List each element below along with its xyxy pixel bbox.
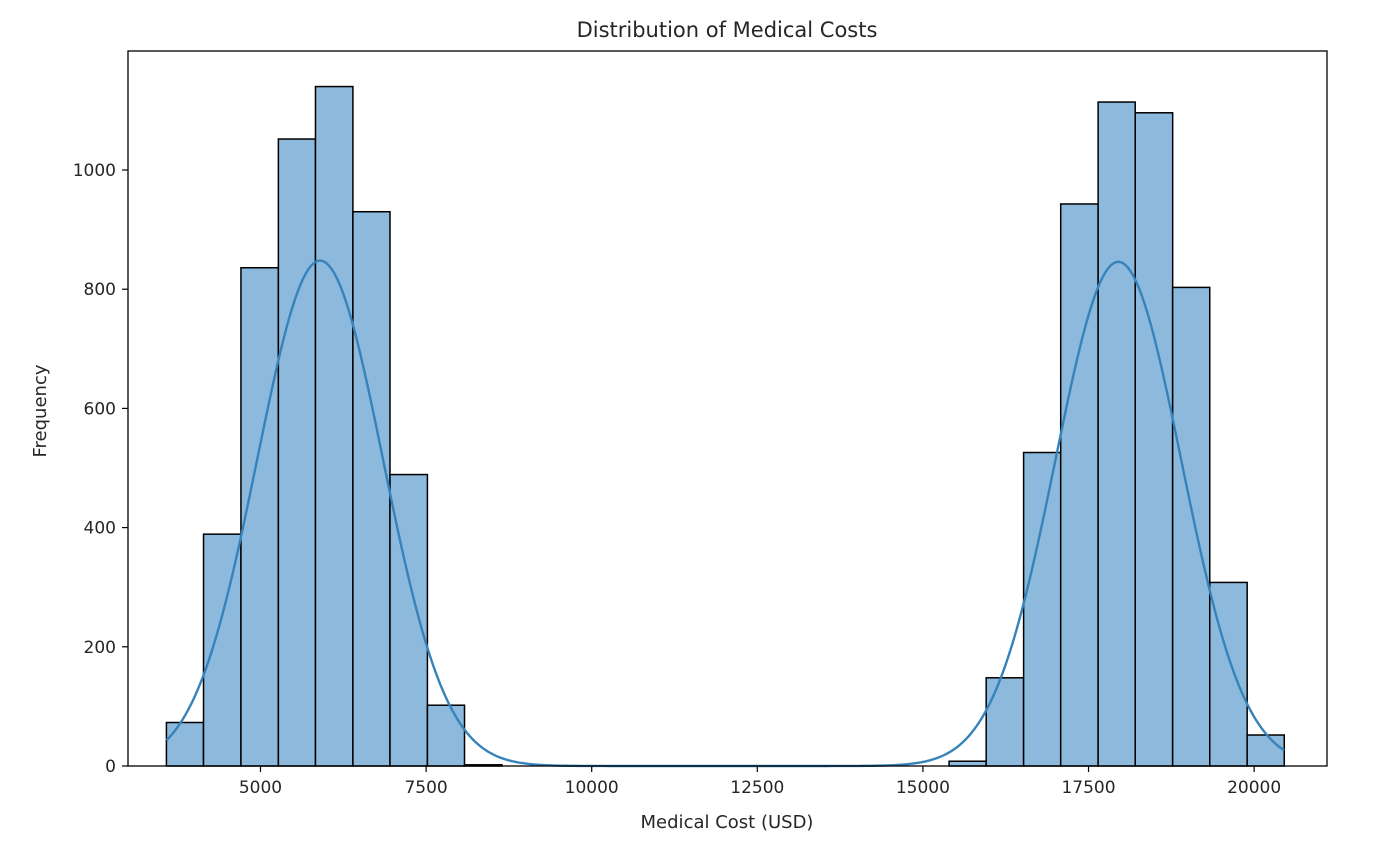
- x-axis-label: Medical Cost (USD): [641, 812, 814, 833]
- histogram-bar: [1097, 101, 1136, 767]
- y-tick-label: 0: [105, 757, 116, 777]
- histogram-bar: [1022, 451, 1062, 767]
- histogram-bar: [1059, 203, 1099, 767]
- histogram-bar: [240, 266, 280, 767]
- y-tick-label: 800: [84, 280, 116, 300]
- histogram-bar: [948, 760, 987, 767]
- y-tick-label: 600: [84, 399, 116, 419]
- y-tick-label: 200: [84, 638, 116, 658]
- histogram-bar: [352, 210, 391, 767]
- x-tick-label: 12500: [730, 778, 784, 798]
- chart-title: Distribution of Medical Costs: [577, 18, 878, 42]
- y-tick-label: 400: [84, 519, 116, 539]
- y-axis-label: Frequency: [30, 364, 51, 457]
- x-tick-label: 17500: [1061, 778, 1115, 798]
- histogram-bar: [1134, 112, 1174, 767]
- histogram-bars: [165, 85, 1286, 767]
- histogram-bar: [202, 533, 242, 767]
- x-tick-label: 10000: [565, 778, 619, 798]
- histogram-bar: [1171, 286, 1211, 767]
- x-tick-label: 15000: [896, 778, 950, 798]
- histogram-bar: [314, 85, 354, 767]
- histogram-bar: [165, 721, 205, 767]
- y-axis-ticks: 0 200 400 600 800 1000: [73, 161, 128, 777]
- y-tick-label: 1000: [73, 161, 116, 181]
- x-axis-ticks: 5000 7500 10000 12500 15000 17500 20000: [239, 766, 1281, 798]
- histogram-bar: [985, 677, 1025, 767]
- histogram-bar: [277, 138, 317, 767]
- histogram-bar: [1246, 734, 1286, 767]
- x-tick-label: 7500: [404, 778, 447, 798]
- x-tick-label: 20000: [1227, 778, 1281, 798]
- x-tick-label: 5000: [239, 778, 282, 798]
- histogram-bar: [426, 704, 466, 767]
